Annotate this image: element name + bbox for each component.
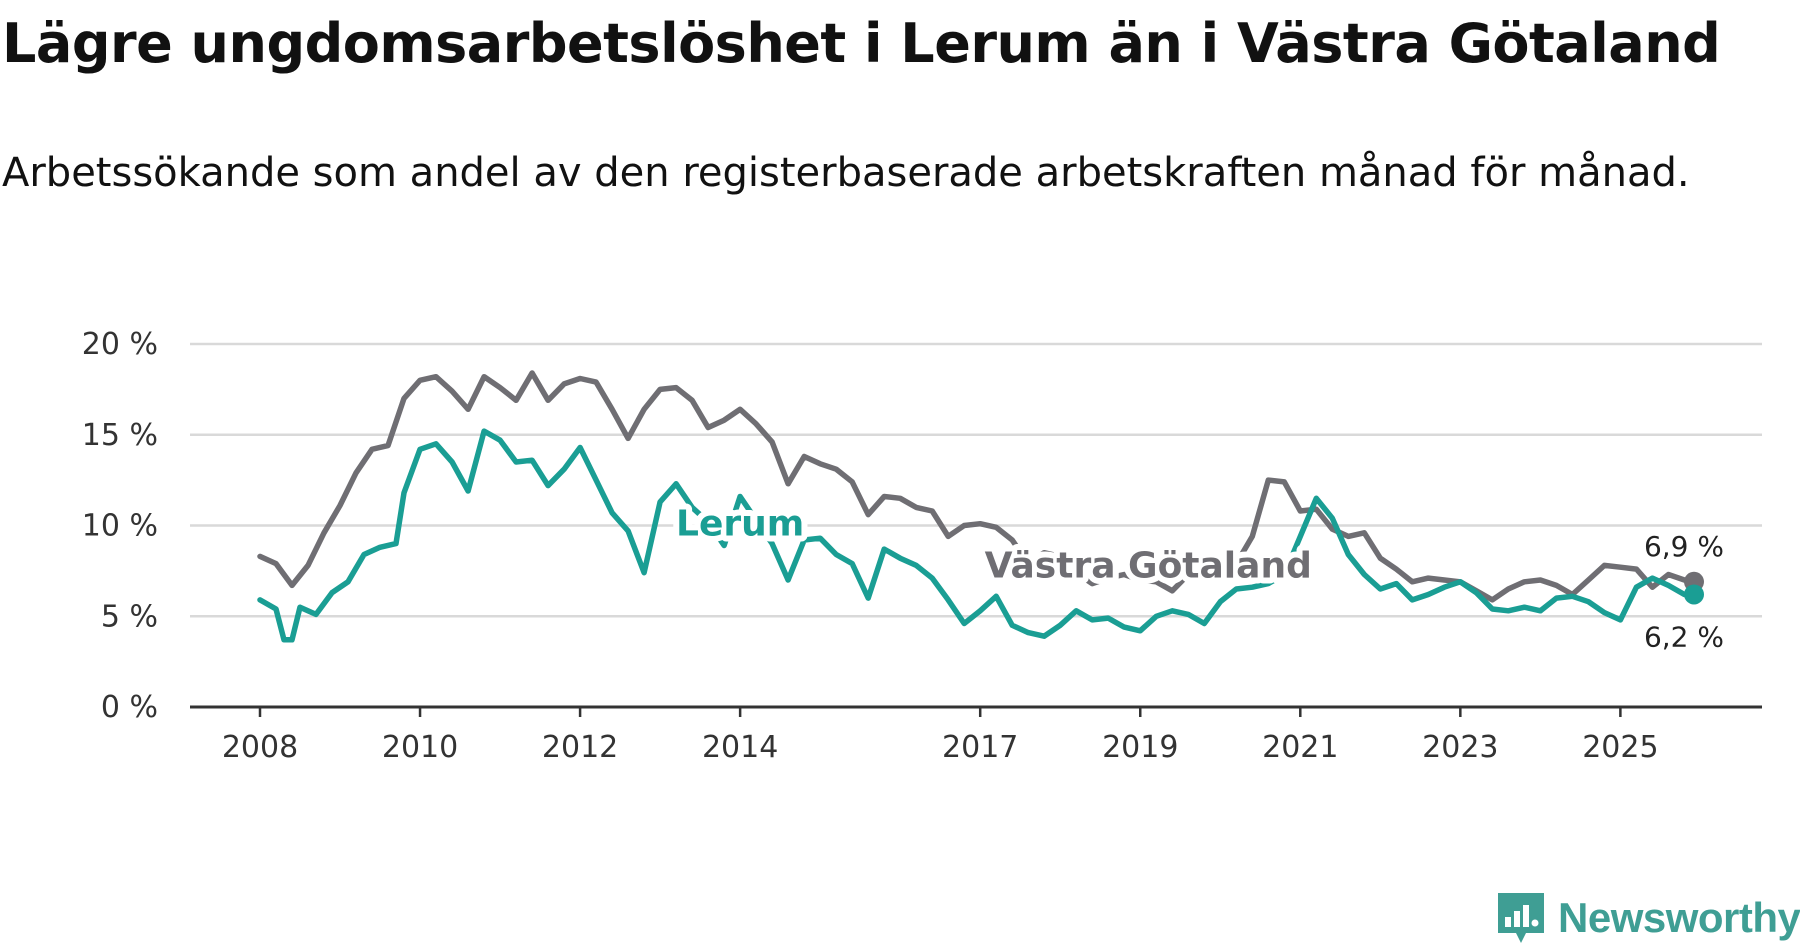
end-label-vastra-gotaland: 6,9 %: [1644, 530, 1724, 563]
series-end-point: [1684, 584, 1704, 605]
end-label-lerum: 6,2 %: [1644, 620, 1724, 653]
y-tick-label: 20 %: [82, 327, 158, 362]
x-tick-label: 2012: [542, 730, 618, 765]
x-tick-label: 2014: [702, 730, 778, 765]
x-tick-label: 2017: [942, 730, 1018, 765]
y-axis-tick-labels: 0 % 5 % 10 % 15 % 20 %: [82, 327, 158, 725]
series-labels: Västra Götaland Lerum 6,9 % 6,2 %: [670, 498, 1728, 658]
page-title: Lägre ungdomsarbetslöshet i Lerum än i V…: [2, 12, 1721, 75]
x-tick-label: 2019: [1102, 730, 1178, 765]
brand-name: Newsworthy: [1558, 894, 1800, 941]
y-tick-label: 0 %: [101, 690, 158, 725]
series-lines: [257, 370, 1704, 643]
y-tick-label: 5 %: [101, 599, 158, 634]
series-line-vastra-gotaland: [257, 370, 1697, 603]
x-axis: 2008 2010 2012 2014 2017 2019 2021 2023 2025: [190, 705, 1762, 765]
x-tick-label: 2010: [382, 730, 458, 765]
x-tick-label: 2008: [222, 730, 298, 765]
series-label: Lerum: [676, 504, 804, 545]
end-value-labels: 6,9 % 6,2 %: [1640, 526, 1728, 658]
x-tick-label: 2021: [1262, 730, 1338, 765]
series-label: Västra Götaland: [985, 545, 1312, 586]
newsworthy-logo-icon: [1498, 893, 1544, 943]
x-tick-label: 2025: [1582, 730, 1658, 765]
grid-lines: [190, 342, 1762, 618]
brand-logo: Newsworthy: [1494, 886, 1800, 950]
series-line-lerum: [257, 428, 1697, 643]
y-tick-label: 15 %: [82, 418, 158, 453]
chart-subtitle: Arbetssökande som andel av den registerb…: [2, 150, 1690, 196]
y-tick-label: 10 %: [82, 509, 158, 544]
x-tick-label: 2023: [1422, 730, 1498, 765]
